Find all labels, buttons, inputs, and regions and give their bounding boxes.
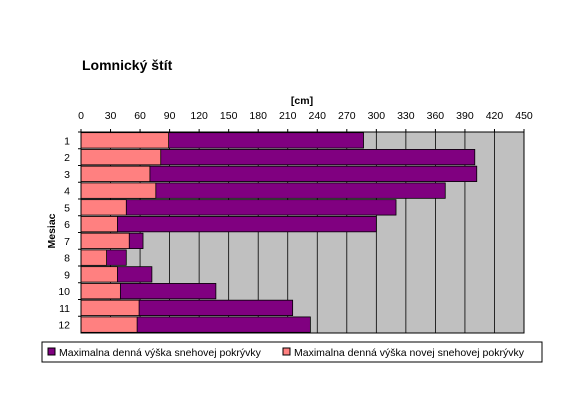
gridlines	[110, 132, 495, 333]
x-tick-label: 150	[220, 110, 238, 122]
bar-new-snow	[80, 232, 130, 249]
x-ticks: 0 30 60 90 120 150 180 210 240 270 300 330 360 390 420…	[78, 110, 533, 132]
bar-new-snow	[80, 249, 107, 266]
legend-box	[41, 341, 543, 363]
y-tick-label: 8	[64, 253, 70, 265]
x-tick-label: 420	[486, 110, 504, 122]
y-tick-label: 5	[64, 202, 70, 214]
y-tick-label: 6	[64, 219, 70, 231]
y-tick-label: 1	[64, 135, 70, 147]
plot-area	[81, 132, 524, 333]
bar-new-snow	[80, 266, 118, 283]
x-tick-label: 240	[309, 110, 327, 122]
y-tick-label: 7	[64, 236, 70, 248]
bar-new-snow	[80, 216, 118, 233]
x-tick-label: 210	[279, 110, 297, 122]
x-tick-label: 30	[105, 110, 117, 122]
y-tick-label: 12	[58, 320, 70, 332]
y-tick-label: 10	[58, 286, 70, 298]
bar-new-snow	[80, 132, 170, 149]
bar-new-snow	[80, 199, 127, 216]
bar-total-snow	[80, 216, 377, 233]
bar-new-snow	[80, 283, 121, 300]
bar-total-snow	[80, 199, 397, 216]
bar-new-snow	[80, 182, 157, 199]
x-tick-label: 390	[456, 110, 474, 122]
y-tick-label: 3	[64, 169, 70, 181]
y-axis-label: Mesiac	[46, 213, 58, 248]
x-tick-label: 330	[397, 110, 415, 122]
bars	[80, 132, 478, 333]
bar-new-snow	[80, 316, 138, 333]
x-tick-label: 450	[515, 110, 533, 122]
x-tick-label: 120	[190, 110, 208, 122]
x-tick-label: 300	[368, 110, 386, 122]
y-tick-label: 11	[59, 303, 70, 315]
bar-new-snow	[80, 165, 151, 182]
chart-title: Lomnický štít	[82, 57, 173, 73]
x-tick-label: 360	[427, 110, 445, 122]
x-tick-label: 180	[249, 110, 267, 122]
x-tick-label: 270	[338, 110, 356, 122]
y-tick-label: 2	[64, 152, 70, 164]
legend-swatch-total	[47, 347, 56, 356]
legend-label-new: Maximalna denná výška novej snehovej pok…	[294, 347, 525, 359]
legend-label-total: Maximalna denná výška snehovej pokrývky	[59, 347, 262, 359]
legend-swatch-new	[282, 347, 291, 356]
bar-new-snow	[80, 149, 162, 166]
legend: Maximalna denná výška snehovej pokrývky …	[41, 341, 543, 363]
x-tick-label: 0	[78, 110, 84, 122]
y-tick-label: 4	[64, 186, 70, 198]
y-tick-label: 9	[64, 269, 70, 281]
x-tick-label: 90	[164, 110, 176, 122]
bar-new-snow	[80, 299, 140, 316]
x-axis-label: [cm]	[291, 95, 313, 107]
x-tick-label: 60	[134, 110, 146, 122]
